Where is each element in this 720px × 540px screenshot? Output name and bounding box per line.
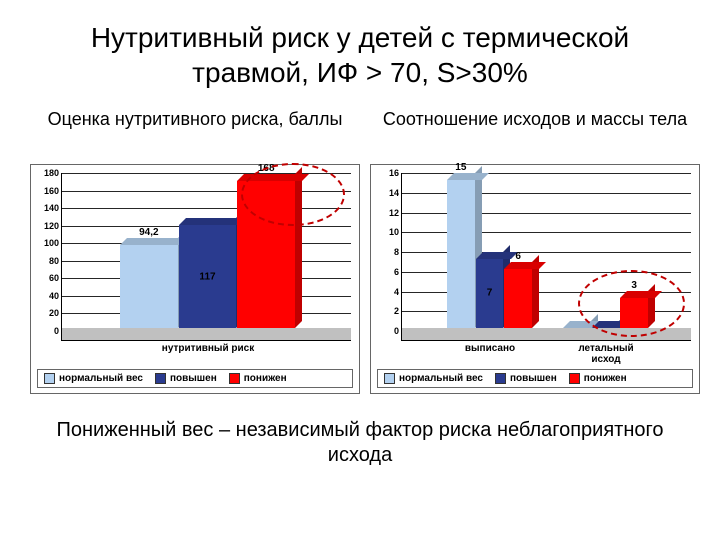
legend-label: повышен bbox=[170, 373, 217, 384]
legend-item: нормальный вес bbox=[44, 373, 143, 384]
subtitle-right: Соотношение исходов и массы тела bbox=[370, 108, 700, 154]
bar-value-label: 94,2 bbox=[139, 227, 158, 238]
ytick-label: 140 bbox=[44, 203, 62, 213]
ytick-label: 6 bbox=[394, 267, 402, 277]
ytick-label: 8 bbox=[394, 247, 402, 257]
floor-3d bbox=[402, 328, 691, 340]
ytick-label: 16 bbox=[389, 168, 402, 178]
ytick-label: 10 bbox=[389, 227, 402, 237]
charts-row: Оценка нутритивного риска, баллы 0204060… bbox=[30, 108, 690, 394]
bar: 94,2 bbox=[120, 245, 178, 328]
ytick-label: 12 bbox=[389, 208, 402, 218]
grid-line bbox=[402, 193, 691, 194]
bar-value-label: 3 bbox=[631, 280, 637, 291]
grid-line bbox=[402, 272, 691, 273]
legend-item: нормальный вес bbox=[384, 373, 483, 384]
ytick-label: 0 bbox=[394, 326, 402, 336]
panel-left: Оценка нутритивного риска, баллы 0 20 40 60… bbox=[30, 108, 360, 394]
bar: 117 bbox=[179, 225, 237, 328]
legend-label: повышен bbox=[510, 373, 557, 384]
bar-value-label: 15 bbox=[455, 162, 466, 173]
legend-item: повышен bbox=[155, 373, 217, 384]
bar: 15 bbox=[447, 180, 475, 328]
legend-label: нормальный вес bbox=[59, 373, 143, 384]
ytick-label: 40 bbox=[49, 291, 62, 301]
plot-area: 02468101214161576выписано3летальный исхо… bbox=[401, 173, 691, 341]
legend-swatch bbox=[229, 373, 240, 384]
bar: 168 bbox=[237, 181, 295, 328]
xcat-label: нутритивный риск bbox=[120, 340, 296, 354]
floor-3d bbox=[62, 328, 351, 340]
bar-value-label: 7 bbox=[487, 288, 493, 299]
legend-label: понижен bbox=[584, 373, 627, 384]
ytick-label: 100 bbox=[44, 238, 62, 248]
ytick-label: 4 bbox=[394, 287, 402, 297]
xcat-label: летальный исход bbox=[563, 340, 649, 365]
chart-left: 0 20 40 60 80 100 120 140 160 180 94,2 117 168 нутрит… bbox=[30, 164, 360, 394]
legend-label: понижен bbox=[244, 373, 287, 384]
legend: нормальный вес повышен понижен bbox=[37, 369, 353, 388]
grid-line bbox=[402, 232, 691, 233]
ytick-label: 20 bbox=[49, 308, 62, 318]
plot-area: 02040608010012014016018094,2117168нутрит… bbox=[61, 173, 351, 341]
grid-line bbox=[402, 213, 691, 214]
legend-swatch bbox=[495, 373, 506, 384]
legend-item: понижен bbox=[229, 373, 287, 384]
ytick-label: 160 bbox=[44, 186, 62, 196]
ytick-label: 0 bbox=[54, 326, 62, 336]
ytick-label: 60 bbox=[49, 273, 62, 283]
page-title: Нутритивный риск у детей с термической т… bbox=[30, 20, 690, 90]
legend-swatch bbox=[384, 373, 395, 384]
legend-item: повышен bbox=[495, 373, 557, 384]
bar: 6 bbox=[504, 269, 532, 328]
xcat-label: выписано bbox=[447, 340, 533, 354]
legend-label: нормальный вес bbox=[399, 373, 483, 384]
grid-line bbox=[402, 252, 691, 253]
ytick-label: 120 bbox=[44, 221, 62, 231]
bar: 7 bbox=[476, 259, 504, 328]
bar-value-label: 117 bbox=[199, 271, 215, 282]
bar-group: 1576 bbox=[447, 180, 533, 328]
legend-swatch bbox=[569, 373, 580, 384]
legend-item: понижен bbox=[569, 373, 627, 384]
ytick-label: 14 bbox=[389, 188, 402, 198]
bar: 3 bbox=[620, 298, 648, 328]
legend-swatch bbox=[155, 373, 166, 384]
conclusion: Пониженный вес – независимый фактор риск… bbox=[30, 418, 690, 468]
ytick-label: 180 bbox=[44, 168, 62, 178]
ytick-label: 2 bbox=[394, 306, 402, 316]
bar-value-label: 168 bbox=[258, 163, 275, 174]
chart-right: 02468101214161576выписано3летальный исхо… bbox=[370, 164, 700, 394]
legend: нормальный вес повышен понижен bbox=[377, 369, 693, 388]
ytick-label: 80 bbox=[49, 256, 62, 266]
legend-swatch bbox=[44, 373, 55, 384]
grid-line bbox=[402, 173, 691, 174]
subtitle-left: Оценка нутритивного риска, баллы bbox=[30, 108, 360, 154]
bar-group: 94,2 117 168 bbox=[120, 181, 296, 328]
panel-right: Соотношение исходов и массы тела 0 2 4 6 8 10… bbox=[370, 108, 700, 394]
bar-group: 3 bbox=[563, 298, 649, 328]
bar-value-label: 6 bbox=[515, 251, 521, 262]
